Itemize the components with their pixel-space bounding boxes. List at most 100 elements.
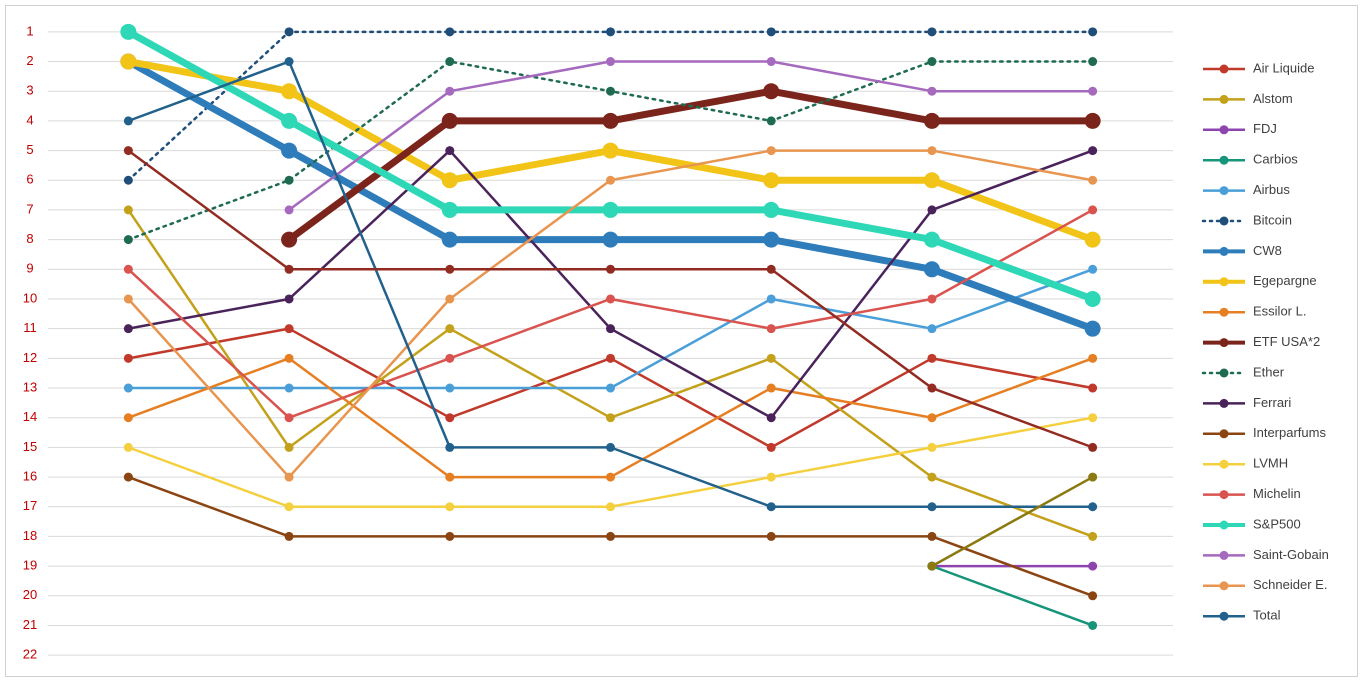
data-point [123, 264, 133, 274]
data-point [606, 27, 615, 37]
legend-marker [1219, 550, 1229, 560]
data-point [1088, 146, 1098, 156]
data-point [1088, 531, 1098, 541]
legend-label: Air Liquide [1253, 60, 1314, 75]
data-point [766, 57, 776, 67]
data-point [1088, 86, 1098, 96]
data-point [766, 472, 776, 482]
data-point [123, 294, 133, 304]
data-point [606, 531, 615, 541]
legend-label: LVMH [1253, 456, 1288, 471]
data-point [1088, 264, 1098, 274]
legend-label: Egepargne [1253, 273, 1317, 288]
data-point [445, 264, 455, 274]
data-point [445, 27, 455, 37]
data-point [763, 172, 780, 189]
data-point [284, 502, 294, 512]
data-point [927, 413, 937, 423]
data-point [284, 472, 294, 482]
data-point [927, 353, 937, 363]
data-point [445, 502, 455, 512]
legend-marker [1219, 368, 1229, 378]
y-tick-label: 14 [23, 409, 37, 424]
legend-marker [1219, 520, 1229, 530]
data-point [927, 27, 937, 37]
data-point [284, 383, 294, 393]
legend-marker [1219, 307, 1229, 317]
data-point [606, 175, 615, 185]
data-point [1084, 112, 1101, 129]
data-point [281, 142, 298, 159]
legend-marker [1219, 155, 1229, 165]
legend-label: Carbios [1253, 152, 1298, 167]
legend-marker [1219, 125, 1229, 135]
data-point [606, 57, 615, 67]
data-point [766, 383, 776, 393]
data-point [766, 116, 776, 126]
y-tick-label: 19 [23, 558, 37, 573]
data-point [284, 531, 294, 541]
legend-marker [1219, 398, 1229, 408]
data-point [927, 57, 937, 67]
data-point [445, 146, 455, 156]
data-point [606, 353, 615, 363]
data-point [927, 502, 937, 512]
legend-label: Ferrari [1253, 395, 1291, 410]
data-point [1088, 413, 1098, 423]
data-point [1088, 57, 1098, 67]
y-tick-label: 7 [26, 201, 33, 216]
data-point [123, 235, 133, 245]
data-point [927, 294, 937, 304]
data-point [1088, 383, 1098, 393]
data-point [445, 413, 455, 423]
data-point [606, 502, 615, 512]
data-point [123, 472, 133, 482]
legend-marker [1219, 186, 1229, 196]
data-point [927, 205, 937, 215]
data-point [923, 112, 940, 129]
data-point [281, 83, 298, 100]
legend-label: Alstom [1253, 91, 1293, 106]
data-point [123, 324, 133, 334]
data-point [606, 442, 615, 452]
data-point [1088, 205, 1098, 215]
data-point [445, 442, 455, 452]
y-tick-label: 13 [23, 379, 37, 394]
y-tick-label: 17 [23, 498, 37, 513]
data-point [923, 261, 940, 278]
data-point [123, 442, 133, 452]
data-point [281, 231, 298, 248]
data-point [923, 231, 940, 248]
legend-label: CW8 [1253, 243, 1282, 258]
legend-marker [1219, 338, 1229, 348]
data-point [1084, 231, 1101, 248]
legend-marker [1219, 459, 1229, 469]
legend-marker [1219, 246, 1229, 256]
legend-label: Bitcoin [1253, 212, 1292, 227]
legend-marker [1219, 490, 1229, 500]
series-line [931, 564, 1094, 627]
data-point [123, 146, 133, 156]
data-point [1088, 502, 1098, 512]
legend-marker [1219, 277, 1229, 287]
y-tick-label: 2 [26, 53, 33, 68]
data-point [766, 413, 776, 423]
data-point [606, 324, 615, 334]
data-point [1088, 561, 1098, 571]
data-point [1084, 290, 1101, 307]
data-point [1088, 472, 1098, 482]
data-point [1088, 27, 1098, 37]
data-point [445, 353, 455, 363]
series-line [288, 60, 1093, 211]
data-point [284, 442, 294, 452]
data-point [602, 142, 619, 159]
data-point [766, 264, 776, 274]
data-point [284, 27, 294, 37]
data-point [766, 146, 776, 156]
data-point [606, 264, 615, 274]
data-point [284, 264, 294, 274]
legend-label: Saint-Gobain [1253, 547, 1329, 562]
data-point [763, 231, 780, 248]
data-point [284, 324, 294, 334]
